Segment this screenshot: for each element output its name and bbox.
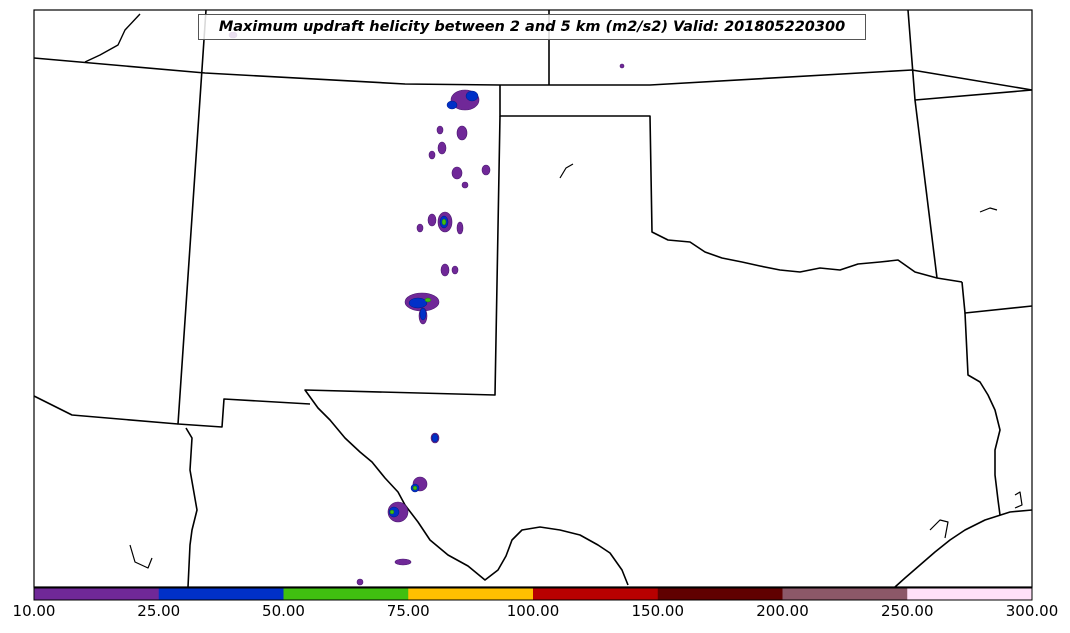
lake-arkansas (979, 207, 998, 213)
colorbar-tick-label: 10.00 (12, 602, 56, 620)
contour-cell (451, 265, 459, 275)
contour-cell (356, 578, 364, 586)
helicity-contours (228, 31, 625, 586)
coastline-gulf (894, 509, 1033, 588)
contour-cell (440, 263, 450, 277)
colorbar-tick-label: 100.00 (506, 602, 560, 620)
state-borders (33, 9, 1033, 588)
contour-cell (481, 164, 491, 176)
colorbar-tick-label: 150.00 (631, 602, 685, 620)
contour-cell (424, 297, 432, 303)
coastline-baja (129, 544, 153, 569)
colorbar-tick-label: 200.00 (756, 602, 809, 620)
contour-cell (394, 558, 412, 566)
colorbar-tick-label: 75.00 (386, 602, 430, 620)
border-az-mexico (33, 395, 179, 425)
contour-cell (427, 213, 437, 227)
map-frame (33, 9, 1033, 588)
colorbar-segment (283, 588, 409, 600)
contour-cell (619, 63, 625, 69)
contour-cell (465, 90, 479, 102)
colorbar-segment (907, 588, 1033, 600)
contour-cell (412, 485, 418, 491)
map-title: Maximum updraft helicity between 2 and 5… (198, 14, 866, 40)
colorbar (33, 587, 1033, 601)
lake-oklahoma (559, 163, 574, 179)
contour-cell (461, 181, 469, 189)
contour-cell (437, 141, 447, 155)
contour-cell (389, 509, 395, 515)
coast-inlet (929, 519, 949, 539)
border-nm-west-south (177, 9, 311, 428)
colorbar-segment (533, 588, 659, 600)
border-texas-west-south (304, 115, 629, 586)
contour-cell (456, 221, 464, 235)
contour-cell (419, 307, 427, 321)
border-mexico-coast (185, 427, 198, 588)
colorbar-tick-label: 50.00 (262, 602, 305, 620)
colorbar-tick-label: 250.00 (881, 602, 934, 620)
colorbar-segment (408, 588, 534, 600)
contour-cell (431, 433, 439, 443)
colorbar-segment (782, 588, 908, 600)
contour-cell (446, 100, 458, 110)
border-oklahoma (499, 85, 963, 283)
contour-cell (408, 297, 428, 309)
colorbar-segment (657, 588, 783, 600)
colorbar-frame (33, 587, 1033, 601)
contour-cell (436, 125, 444, 135)
coastline-lake-nw (84, 13, 141, 63)
contour-cell (456, 125, 468, 141)
border-ar-ok (914, 99, 938, 279)
colorbar-segment (158, 588, 284, 600)
contour-cell (416, 223, 424, 233)
colorbar-segment (34, 588, 160, 600)
contour-cell (441, 218, 447, 226)
lake-louisiana (1014, 491, 1023, 509)
contour-cell (428, 150, 436, 160)
colorbar-tick-label: 25.00 (137, 602, 181, 620)
contour-cell (451, 166, 463, 180)
border-tx-la (964, 312, 1001, 516)
colorbar-tick-label: 300.00 (1005, 602, 1059, 620)
